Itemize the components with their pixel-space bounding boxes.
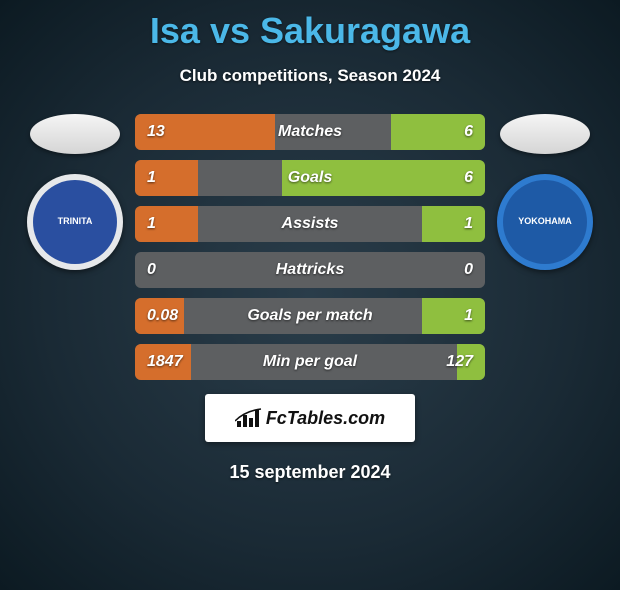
right-side: YOKOHAMA (495, 114, 595, 270)
right-team-badge: YOKOHAMA (497, 174, 593, 270)
date-label: 15 september 2024 (0, 462, 620, 483)
stat-label: Goals per match (135, 307, 485, 325)
subtitle: Club competitions, Season 2024 (0, 66, 620, 86)
bar-chart-icon (235, 407, 263, 429)
comparison-content: TRINITA 136Matches 16Goals 11Assists 00Hatt… (0, 114, 620, 380)
stat-label: Min per goal (135, 353, 485, 371)
stat-label: Goals (135, 169, 485, 187)
stat-label: Matches (135, 123, 485, 141)
right-player-oval (500, 114, 590, 154)
left-badge-text: TRINITA (58, 217, 93, 227)
fctables-logo[interactable]: FcTables.com (205, 394, 415, 442)
stat-bars: 136Matches 16Goals 11Assists 00Hattricks 0.0… (135, 114, 485, 380)
left-player-oval (30, 114, 120, 154)
page-title: Isa vs Sakuragawa (0, 10, 620, 52)
stat-row: 136Matches (135, 114, 485, 150)
stat-label: Hattricks (135, 261, 485, 279)
left-side: TRINITA (25, 114, 125, 270)
right-badge-text: YOKOHAMA (518, 217, 572, 227)
stat-row: 0.081Goals per match (135, 298, 485, 334)
logo-text: FcTables.com (266, 408, 385, 429)
stat-row: 00Hattricks (135, 252, 485, 288)
stat-row: 1847127Min per goal (135, 344, 485, 380)
stat-row: 11Assists (135, 206, 485, 242)
left-team-badge: TRINITA (27, 174, 123, 270)
stat-label: Assists (135, 215, 485, 233)
stat-row: 16Goals (135, 160, 485, 196)
